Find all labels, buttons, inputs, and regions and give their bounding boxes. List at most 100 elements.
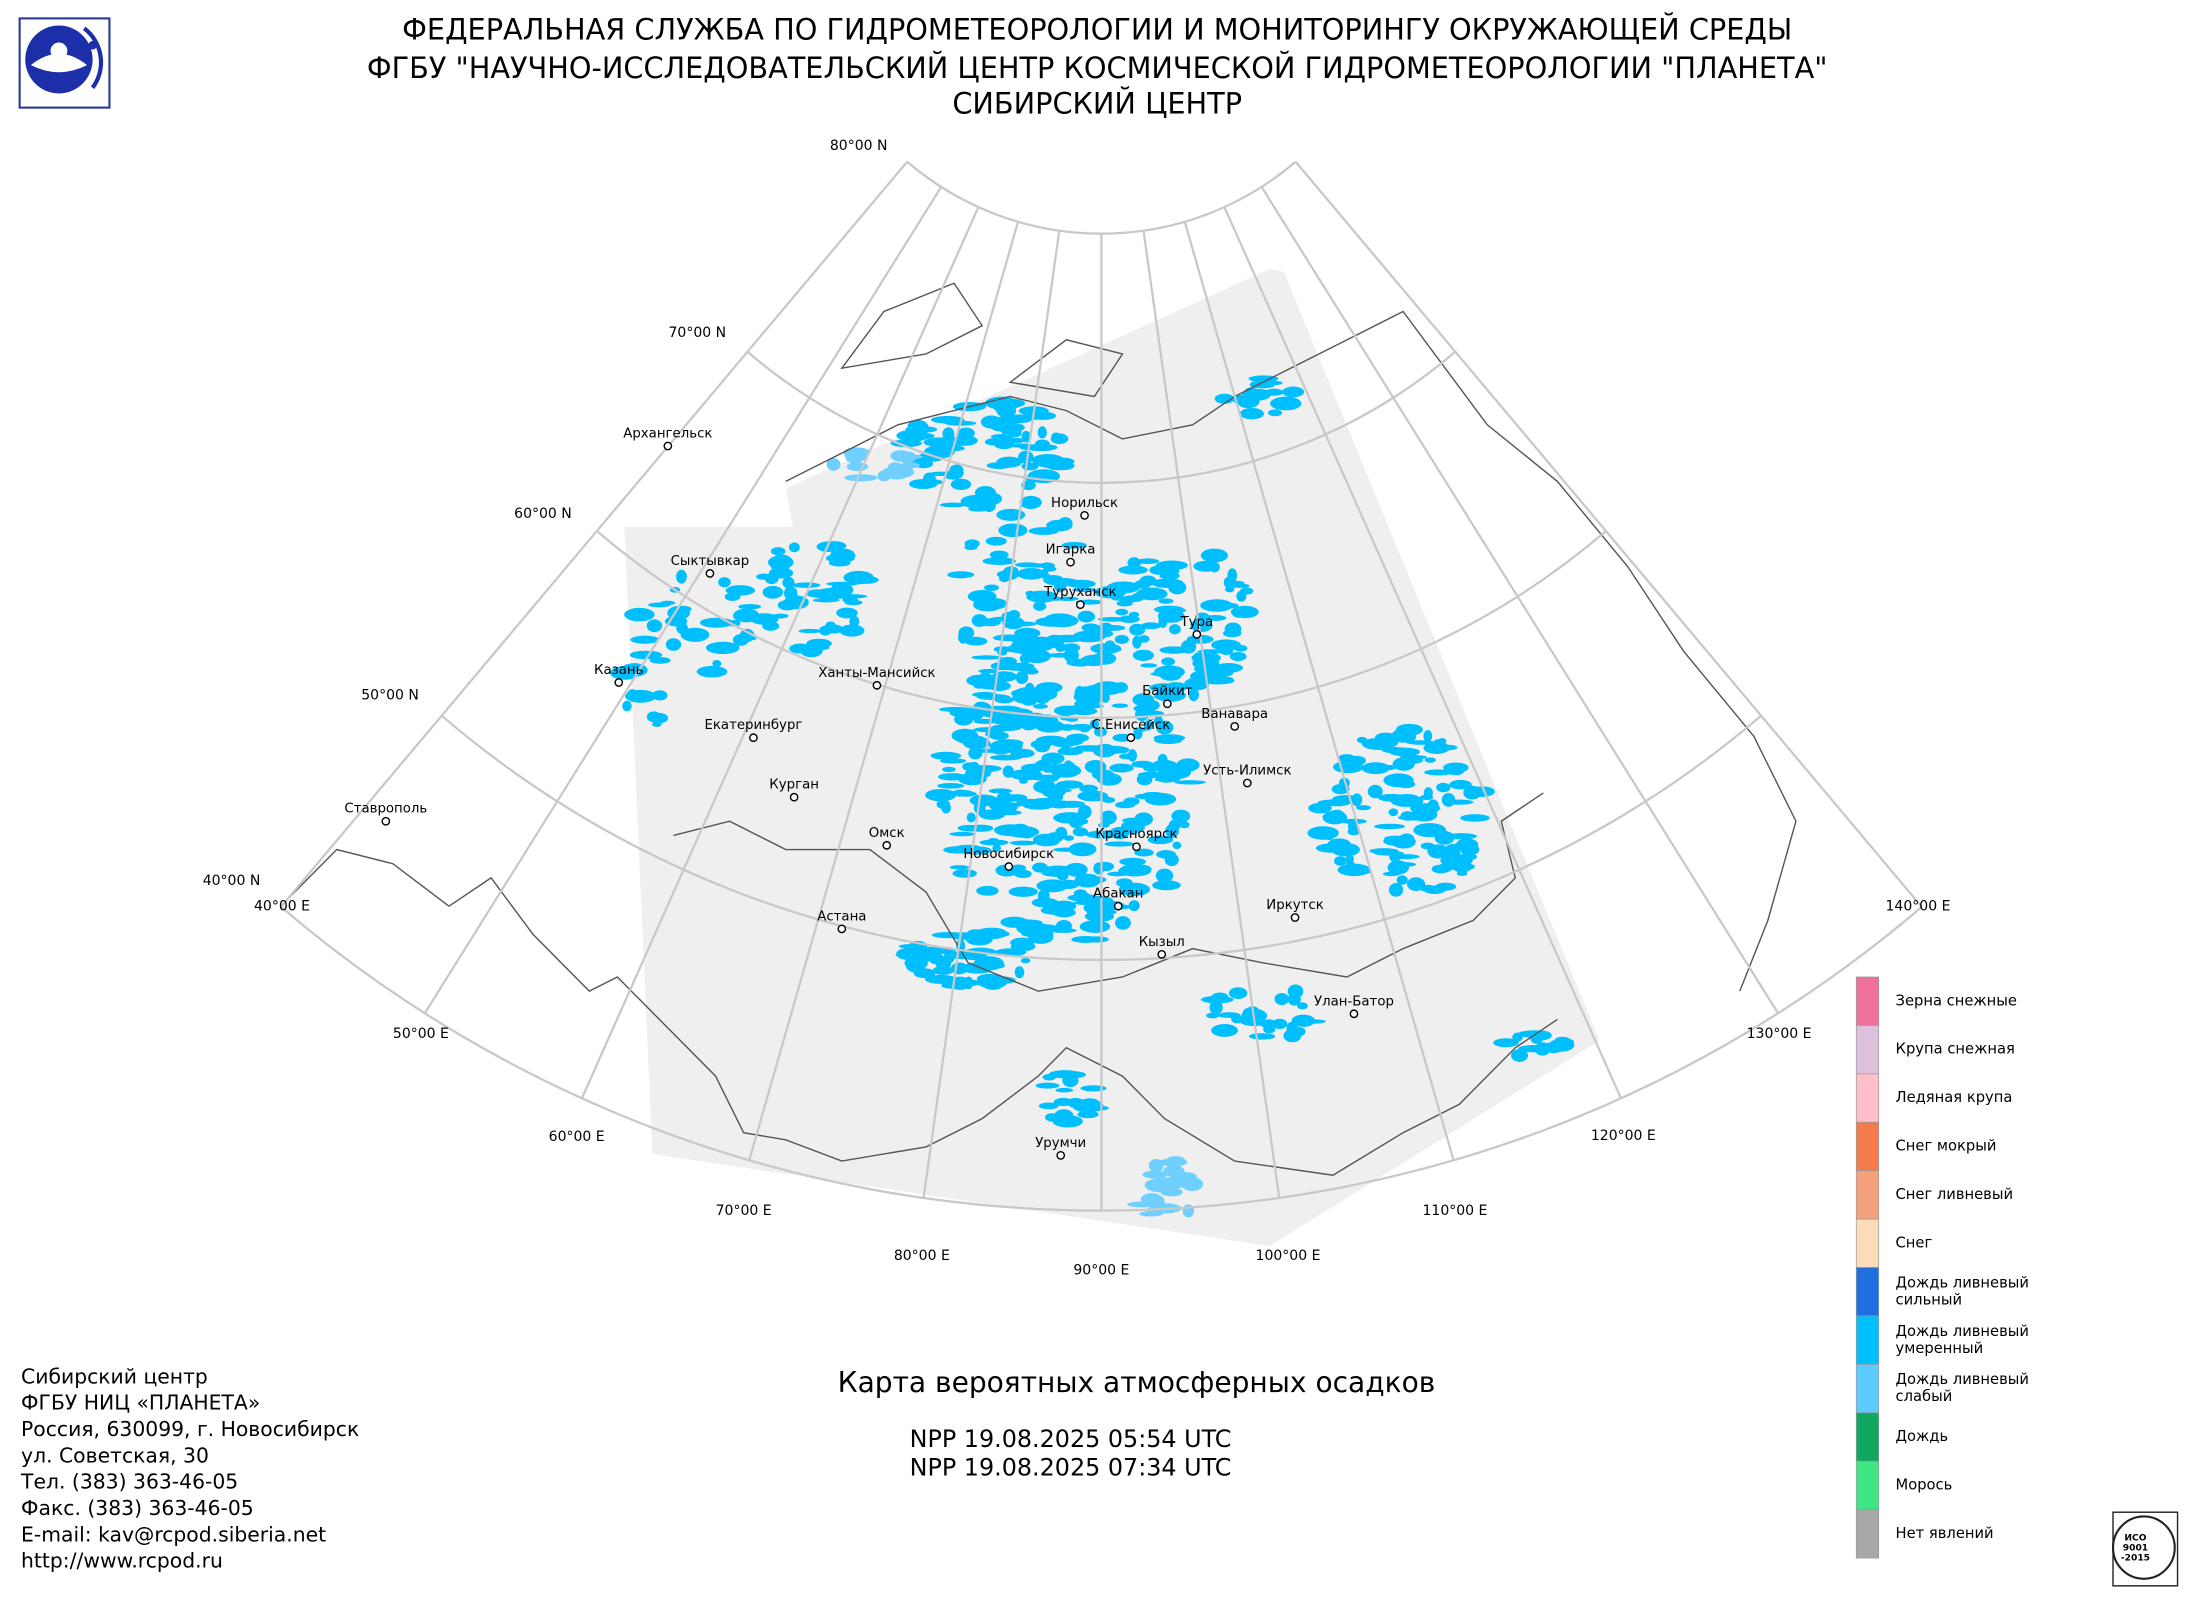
precip-cell: [1053, 705, 1080, 716]
precip-cell: [1037, 889, 1050, 903]
precip-cell: [1159, 646, 1189, 654]
precip-cell: [1444, 799, 1474, 805]
legend-label: Снег мокрый: [1896, 1138, 1997, 1155]
cities: Архангельск Сыктывкар Казань Екатеринбург Ст…: [344, 426, 1394, 1160]
precip-cell: [629, 650, 663, 660]
precip-cell: [1345, 854, 1355, 864]
longitude-label: 60°00 E: [549, 1129, 605, 1145]
precip-cell: [630, 635, 660, 644]
city-marker: [614, 678, 624, 687]
precip-cell: [1413, 823, 1447, 838]
precip-cell: [1423, 729, 1433, 743]
precip-cell: [806, 589, 830, 598]
precip-cell: [942, 766, 956, 773]
precip-cell: [1077, 610, 1096, 623]
city-marker: [1056, 1151, 1066, 1160]
precip-cell: [676, 569, 687, 584]
precip-cell: [1398, 814, 1425, 821]
precip-cell: [1231, 1015, 1244, 1024]
latitude-label: 60°00 N: [514, 506, 572, 522]
precip-cell: [1059, 724, 1075, 731]
precip-cell: [1118, 882, 1151, 897]
precip-cell: [1057, 872, 1069, 881]
precip-cell: [1264, 388, 1284, 396]
precip-cell: [646, 711, 661, 723]
precip-cell: [1493, 1038, 1519, 1048]
precip-cell: [1113, 682, 1128, 693]
precip-cell: [1100, 692, 1110, 703]
precip-cell: [1132, 649, 1154, 661]
footer-line: Россия, 630099, г. Новосибирск: [21, 1417, 359, 1441]
precip-cell: [951, 728, 979, 743]
precip-cell: [1055, 596, 1079, 601]
precip-cell: [1438, 862, 1453, 873]
precip-cell: [888, 464, 913, 474]
precip-cell: [1347, 827, 1361, 836]
precip-cell: [1260, 1019, 1277, 1029]
badge-text: -2015: [2121, 1552, 2150, 1563]
precip-cell: [1020, 957, 1031, 964]
longitude-label: 120°00 E: [1591, 1128, 1656, 1144]
precip-cell: [1427, 799, 1439, 813]
badge-frame: [2112, 1511, 2179, 1587]
precip-cell: [1068, 817, 1089, 826]
precip-cell: [1308, 802, 1332, 814]
precip-cell: [812, 598, 840, 603]
precip-cell: [825, 553, 855, 563]
precip-cell: [985, 536, 1007, 546]
precip-cell: [1010, 769, 1043, 781]
precip-cell: [976, 885, 999, 896]
precip-cell: [1179, 821, 1190, 829]
precip-cell: [1424, 769, 1454, 776]
precip-cell: [1081, 623, 1101, 632]
precip-cell: [895, 951, 928, 959]
precip-cell: [1009, 840, 1037, 846]
precip-cell: [949, 865, 970, 870]
precip-cell: [1334, 856, 1347, 866]
precip-cell: [1345, 861, 1356, 871]
precip-cell: [1115, 608, 1129, 616]
precip-cell: [798, 628, 822, 634]
precip-cell: [1100, 810, 1117, 825]
precip-cell: [712, 660, 722, 668]
city-label: Красноярск: [1095, 827, 1177, 842]
precip-cell: [660, 600, 676, 606]
legend-swatch: [1855, 1121, 1880, 1172]
precip-cell: [984, 584, 999, 591]
precip-cell: [985, 730, 1006, 739]
precip-cell: [1106, 584, 1116, 596]
precip-cell: [1460, 814, 1490, 822]
longitude-label: 70°00 E: [716, 1203, 772, 1219]
precip-cell: [777, 599, 798, 611]
precip-cell: [1032, 719, 1044, 726]
precip-cell: [938, 706, 972, 712]
precip-cell: [1223, 576, 1236, 589]
precip-cell: [1168, 580, 1187, 595]
precip-cell: [770, 562, 790, 572]
legend-swatch: [1855, 1218, 1880, 1268]
precip-cell: [1174, 780, 1207, 785]
precip-cell: [998, 523, 1028, 538]
precip-cell: [1419, 884, 1437, 893]
city-label: С.Енисейск: [1091, 718, 1170, 733]
logo-wave: [30, 53, 87, 73]
city-label: Усть-Илимск: [1203, 763, 1291, 778]
precip-cell: [1010, 941, 1036, 952]
precip-cell: [1194, 664, 1220, 674]
precip-cell: [969, 765, 1002, 773]
precip-cell: [1200, 548, 1228, 563]
legend-label: Снег: [1896, 1234, 1933, 1251]
precip-cell: [1201, 677, 1235, 685]
precip-cell: [1051, 634, 1084, 643]
precip-cell: [839, 624, 865, 637]
precip-cell: [1140, 663, 1158, 668]
city-label: Урумчи: [1035, 1136, 1086, 1151]
precip-cell: [1393, 730, 1417, 736]
city-label: Улан-Батор: [1314, 994, 1394, 1009]
precip-cell: [905, 960, 915, 971]
precip-cell: [1332, 760, 1364, 774]
legend-label: Морось: [1896, 1476, 1953, 1493]
precip-cell: [1014, 869, 1032, 879]
precip-cell: [1080, 1085, 1107, 1092]
